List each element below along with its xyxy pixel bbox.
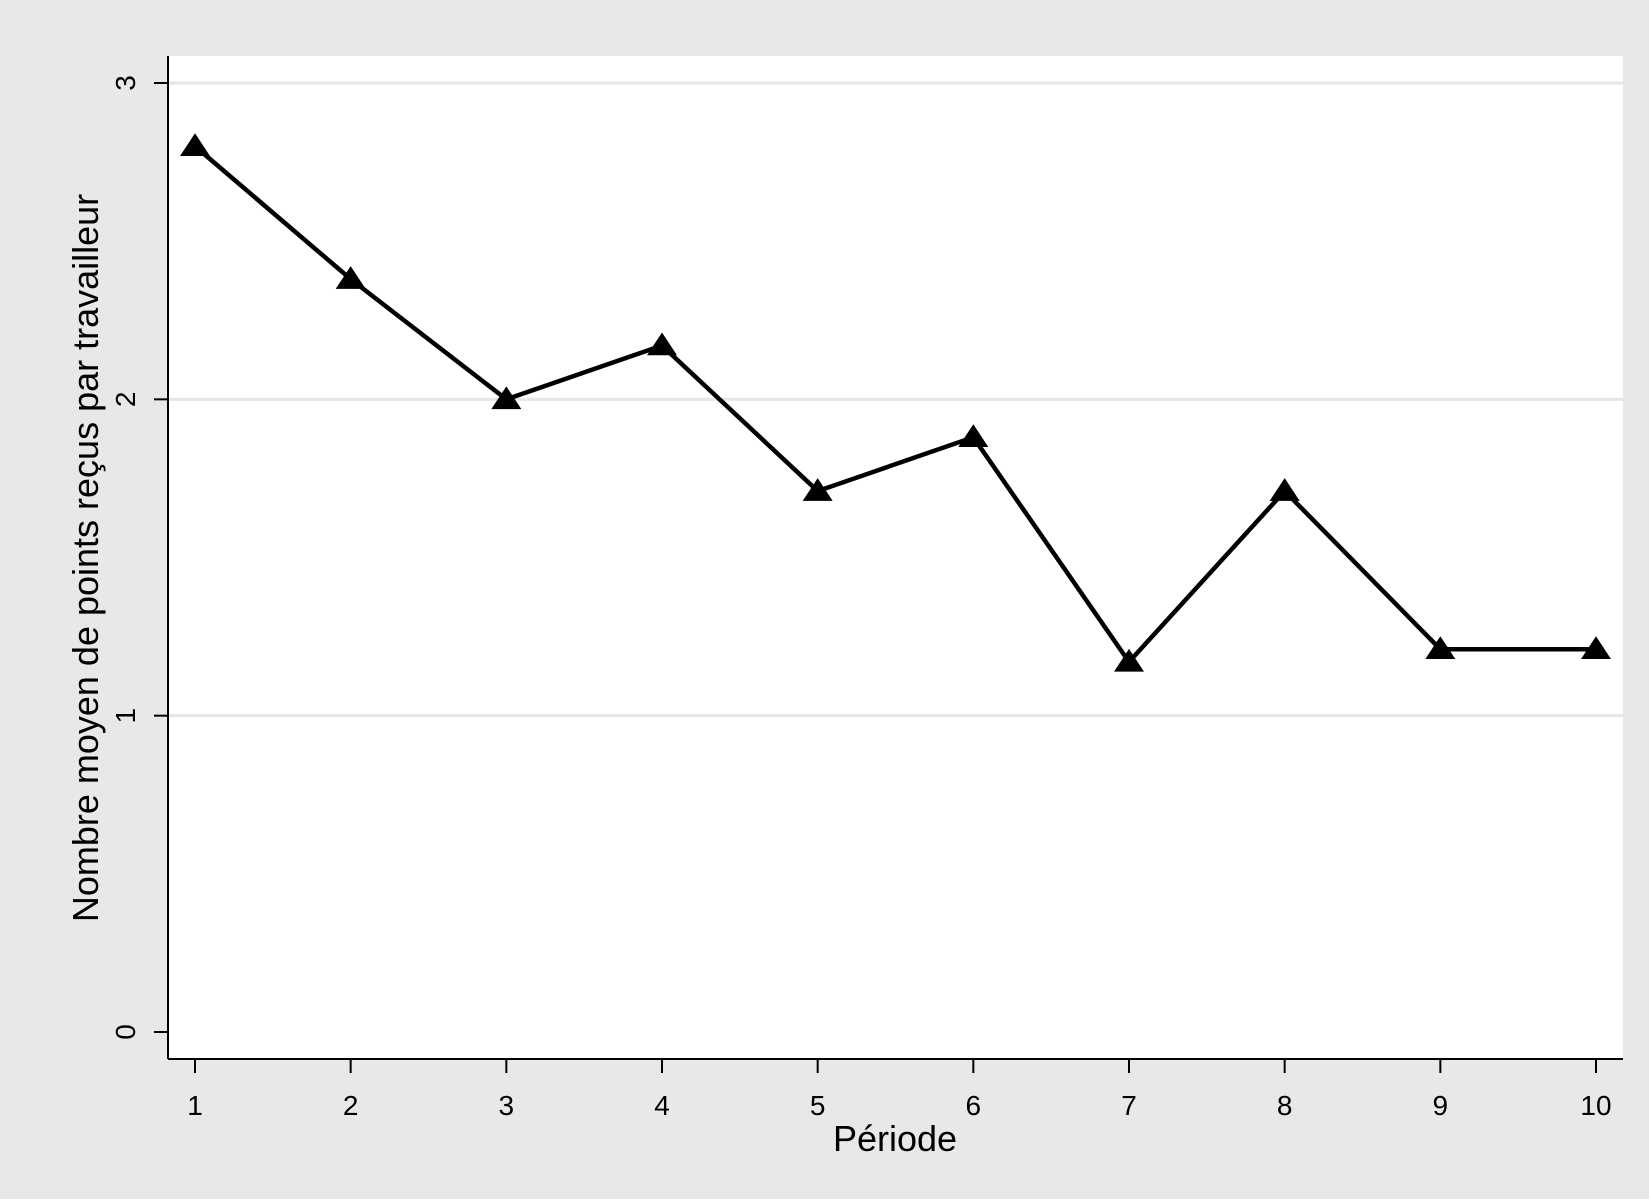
- x-tick-label-8: 8: [1277, 1090, 1293, 1121]
- x-tick-label-9: 9: [1433, 1090, 1449, 1121]
- x-tick-label-1: 1: [187, 1090, 203, 1121]
- series-line-0: [193, 144, 1596, 666]
- x-axis-label: Période: [833, 1118, 957, 1159]
- data-point-9: [1425, 636, 1456, 659]
- y-tick-label-3: 3: [110, 75, 141, 91]
- data-point-6: [958, 424, 989, 448]
- data-point-1: [180, 133, 210, 157]
- x-tick-label-5: 5: [810, 1090, 826, 1121]
- x-tick-label-6: 6: [966, 1090, 982, 1121]
- gridlines: [168, 81, 1623, 718]
- data-point-10: [1581, 636, 1611, 659]
- x-tick-label-10: 10: [1580, 1090, 1611, 1121]
- y-tick-label-1: 1: [110, 708, 141, 724]
- data-point-8: [1269, 478, 1300, 501]
- x-tick-label-7: 7: [1121, 1090, 1137, 1121]
- data-point-3: [491, 386, 522, 410]
- x-tick-label-3: 3: [499, 1090, 515, 1121]
- series-layer: [180, 133, 1611, 672]
- x-tick-label-4: 4: [654, 1090, 670, 1121]
- data-point-4: [647, 332, 677, 356]
- data-point-5: [802, 478, 833, 501]
- data-point-2: [335, 266, 366, 289]
- tick-labels: 0 1 2 3 1 2 3 4 5 6 7 8 9 10: [110, 75, 1612, 1121]
- plot-area: [168, 56, 1623, 1059]
- x-tick-label-2: 2: [343, 1090, 359, 1121]
- axes: [154, 56, 1623, 1073]
- y-axis-label: Nombre moyen de points reçus par travail…: [65, 194, 106, 922]
- y-tick-label-0: 0: [110, 1024, 141, 1040]
- y-tick-label-2: 2: [110, 392, 141, 408]
- data-point-7: [1114, 648, 1144, 672]
